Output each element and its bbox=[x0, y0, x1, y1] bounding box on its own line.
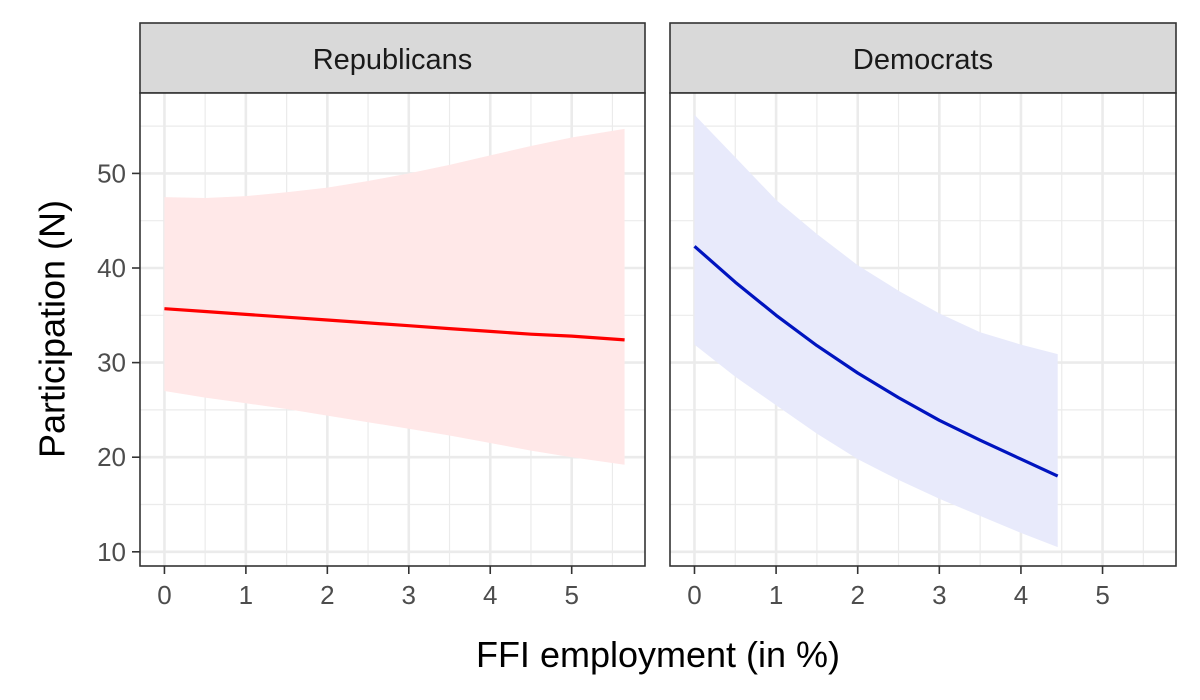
x-tick-label: 4 bbox=[483, 580, 497, 610]
facet-strip-democrats bbox=[669, 22, 1177, 94]
y-tick-label: 10 bbox=[97, 537, 126, 567]
y-axis: 10 20 30 40 50 bbox=[97, 158, 140, 567]
y-tick-label: 30 bbox=[97, 348, 126, 378]
confidence-ribbon-republicans bbox=[164, 128, 625, 465]
x-tick-label: 4 bbox=[1014, 580, 1028, 610]
facet-strip-label-democrats: Democrats bbox=[853, 44, 993, 76]
x-tick-label: 0 bbox=[687, 580, 701, 610]
facet-strip-label-republicans: Republicans bbox=[313, 44, 473, 76]
facet-republicans: Republicans bbox=[139, 22, 646, 567]
x-axis-title: FFI employment (in %) bbox=[476, 634, 840, 675]
panel-border bbox=[669, 92, 1177, 567]
y-tick-label: 50 bbox=[97, 158, 126, 188]
series-line-democrats bbox=[693, 245, 1059, 478]
x-axes: 0 1 2 3 4 5 0 1 2 3 4 5 bbox=[157, 566, 1110, 610]
x-tick-label: 0 bbox=[157, 580, 171, 610]
x-tick-label: 3 bbox=[402, 580, 416, 610]
confidence-ribbon-democrats bbox=[694, 114, 1058, 548]
panel-border bbox=[139, 92, 646, 567]
panel-democrats bbox=[669, 92, 1177, 567]
x-tick-label: 1 bbox=[769, 580, 783, 610]
x-tick-label: 1 bbox=[239, 580, 253, 610]
y-axis-title: Participation (N) bbox=[32, 200, 73, 458]
x-tick-label: 2 bbox=[320, 580, 334, 610]
series-line-republicans bbox=[164, 307, 625, 342]
x-tick-label: 5 bbox=[1095, 580, 1109, 610]
facet-strip-republicans bbox=[139, 22, 646, 94]
x-tick-label: 5 bbox=[564, 580, 578, 610]
y-tick-label: 20 bbox=[97, 442, 126, 472]
x-tick-label: 2 bbox=[850, 580, 864, 610]
facet-democrats: Democrats bbox=[669, 22, 1177, 567]
panel-republicans bbox=[139, 92, 646, 567]
x-tick-label: 3 bbox=[932, 580, 946, 610]
y-tick-label: 40 bbox=[97, 253, 126, 283]
